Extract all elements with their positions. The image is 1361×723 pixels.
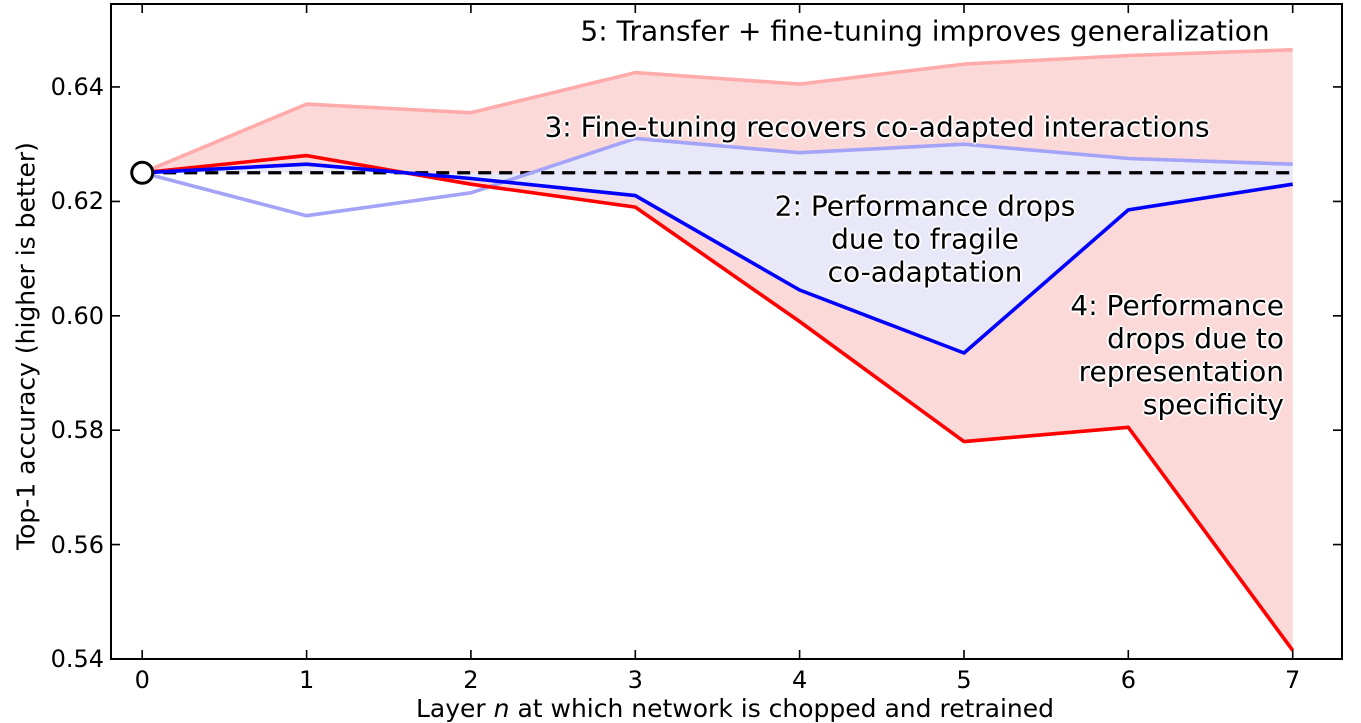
y-tick-label: 0.64 (50, 72, 104, 101)
series-line-5 (141, 48, 1293, 175)
series-line-3 (141, 136, 1293, 218)
annotation-4-line: drops due to (1107, 322, 1284, 355)
axis-ticks (112, 5, 1341, 660)
series-line-2 (142, 162, 1293, 355)
x-tick-label: 4 (791, 666, 808, 694)
x-axis-label-variable: n (493, 694, 510, 723)
x-tick-label: 6 (1120, 666, 1136, 694)
annotation-2-line: 2: Performance drops (774, 189, 1076, 223)
annotation-2-line: due to fragile (831, 222, 1019, 256)
annotation-5: 5: Transfer + fine-tuning improves gener… (580, 15, 1269, 48)
annotation-3-line: 3: Fine-tuning recovers co-adapted inter… (544, 110, 1210, 144)
y-axis-label: Top-1 accuracy (higher is better) (11, 142, 41, 550)
annotation-4-line: 4: Performance (1070, 289, 1284, 322)
y-tick-label: 0.54 (50, 645, 104, 673)
y-tick-label: 0.58 (50, 416, 104, 445)
annotation-2: 2: Performance drops due to fragile co-ada… (775, 190, 1076, 289)
annotation-4-line: representation (1078, 355, 1284, 388)
annotation-2-line: co-adaptation (827, 255, 1023, 289)
x-axis-label-post: at which network is chopped and retraine… (509, 694, 1055, 723)
annotation-5-line: 5: Transfer + fine-tuning improves gener… (580, 14, 1270, 48)
series-line-4 (142, 153, 1295, 652)
x-tick-label: 5 (956, 666, 972, 694)
x-tick-label: 2 (463, 666, 479, 694)
y-tick-label: 0.60 (50, 301, 104, 330)
fill-region-coadaptation-blue (142, 138, 1293, 353)
y-tick-label: 0.62 (50, 187, 104, 216)
plot-border (110, 3, 1343, 660)
start-marker-circle (130, 160, 155, 185)
annotation-4-line: specificity (1142, 388, 1284, 421)
y-tick-label: 0.56 (50, 530, 104, 559)
x-tick-label: 3 (627, 666, 643, 694)
x-tick-label: 1 (298, 666, 315, 694)
x-axis-label-pre: Layer (415, 694, 494, 723)
x-tick-label: 7 (1285, 666, 1301, 694)
x-tick-label: 0 (134, 666, 150, 694)
x-axis-label: Layer n at which network is chopped and … (416, 694, 1054, 723)
annotation-3: 3: Fine-tuning recovers co-adapted inter… (544, 111, 1209, 144)
annotation-4: 4: Performance drops due to representation… (1070, 289, 1284, 421)
